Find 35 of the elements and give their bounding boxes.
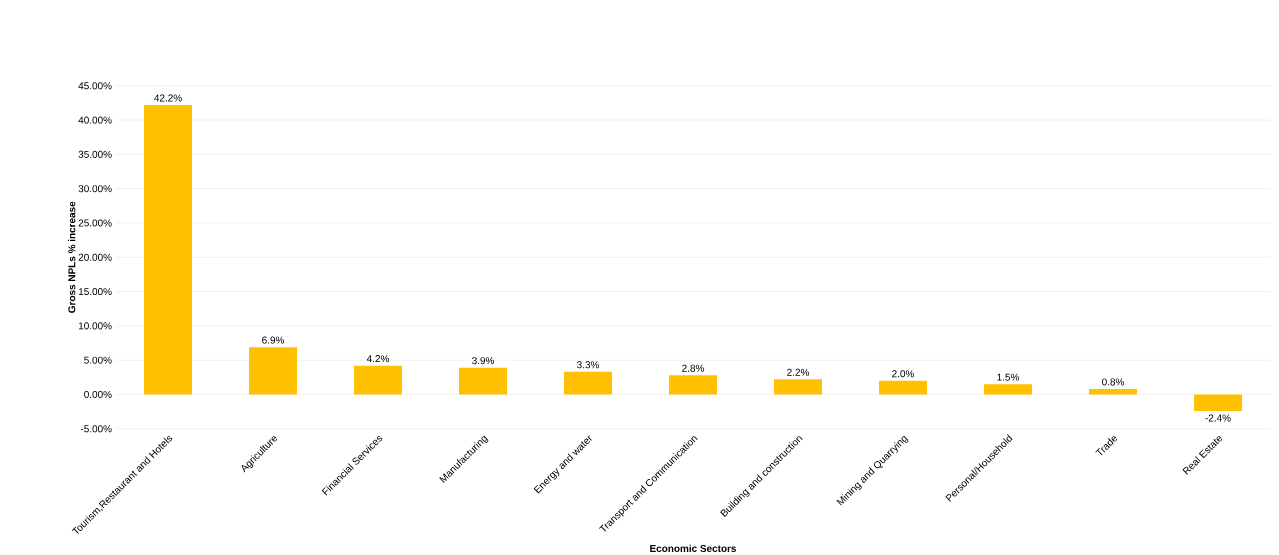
y-axis-title: Gross NPLs % increase xyxy=(68,201,76,313)
data-label: 2.8% xyxy=(682,364,705,372)
data-label: 0.8% xyxy=(1102,378,1125,386)
y-tick-label: 10.00% xyxy=(78,322,112,330)
bar xyxy=(459,367,508,395)
x-axis-title: Economic Sectors xyxy=(650,544,737,552)
y-tick-label: 25.00% xyxy=(78,219,112,227)
y-tick-label: 20.00% xyxy=(78,253,112,261)
data-label: 2.0% xyxy=(892,370,915,378)
bar xyxy=(1089,388,1137,395)
data-label: 42.2% xyxy=(154,94,182,102)
y-tick-label: 0.00% xyxy=(84,390,112,398)
data-label: 3.3% xyxy=(577,361,600,369)
bar xyxy=(354,365,403,395)
bar xyxy=(249,347,298,395)
data-label: -2.4% xyxy=(1205,414,1231,422)
bar xyxy=(144,104,193,395)
y-tick-label: 40.00% xyxy=(78,116,112,124)
data-label: 3.9% xyxy=(472,357,495,365)
y-tick-label: 15.00% xyxy=(78,288,112,296)
y-tick-label: 30.00% xyxy=(78,185,112,193)
y-tick-label: 35.00% xyxy=(78,150,112,158)
bar xyxy=(564,371,613,395)
bar xyxy=(774,379,822,395)
bar xyxy=(669,375,717,395)
data-label: 2.2% xyxy=(787,368,810,376)
bar xyxy=(879,380,927,395)
bar xyxy=(984,384,1032,395)
data-label: 4.2% xyxy=(366,355,390,363)
y-tick-label: 45.00% xyxy=(78,82,112,90)
bar xyxy=(1194,394,1242,411)
y-tick-label: 5.00% xyxy=(84,356,112,364)
data-label: 1.5% xyxy=(997,373,1020,381)
data-label: 6.9% xyxy=(262,336,285,344)
y-tick-label: -5.00% xyxy=(80,425,112,433)
